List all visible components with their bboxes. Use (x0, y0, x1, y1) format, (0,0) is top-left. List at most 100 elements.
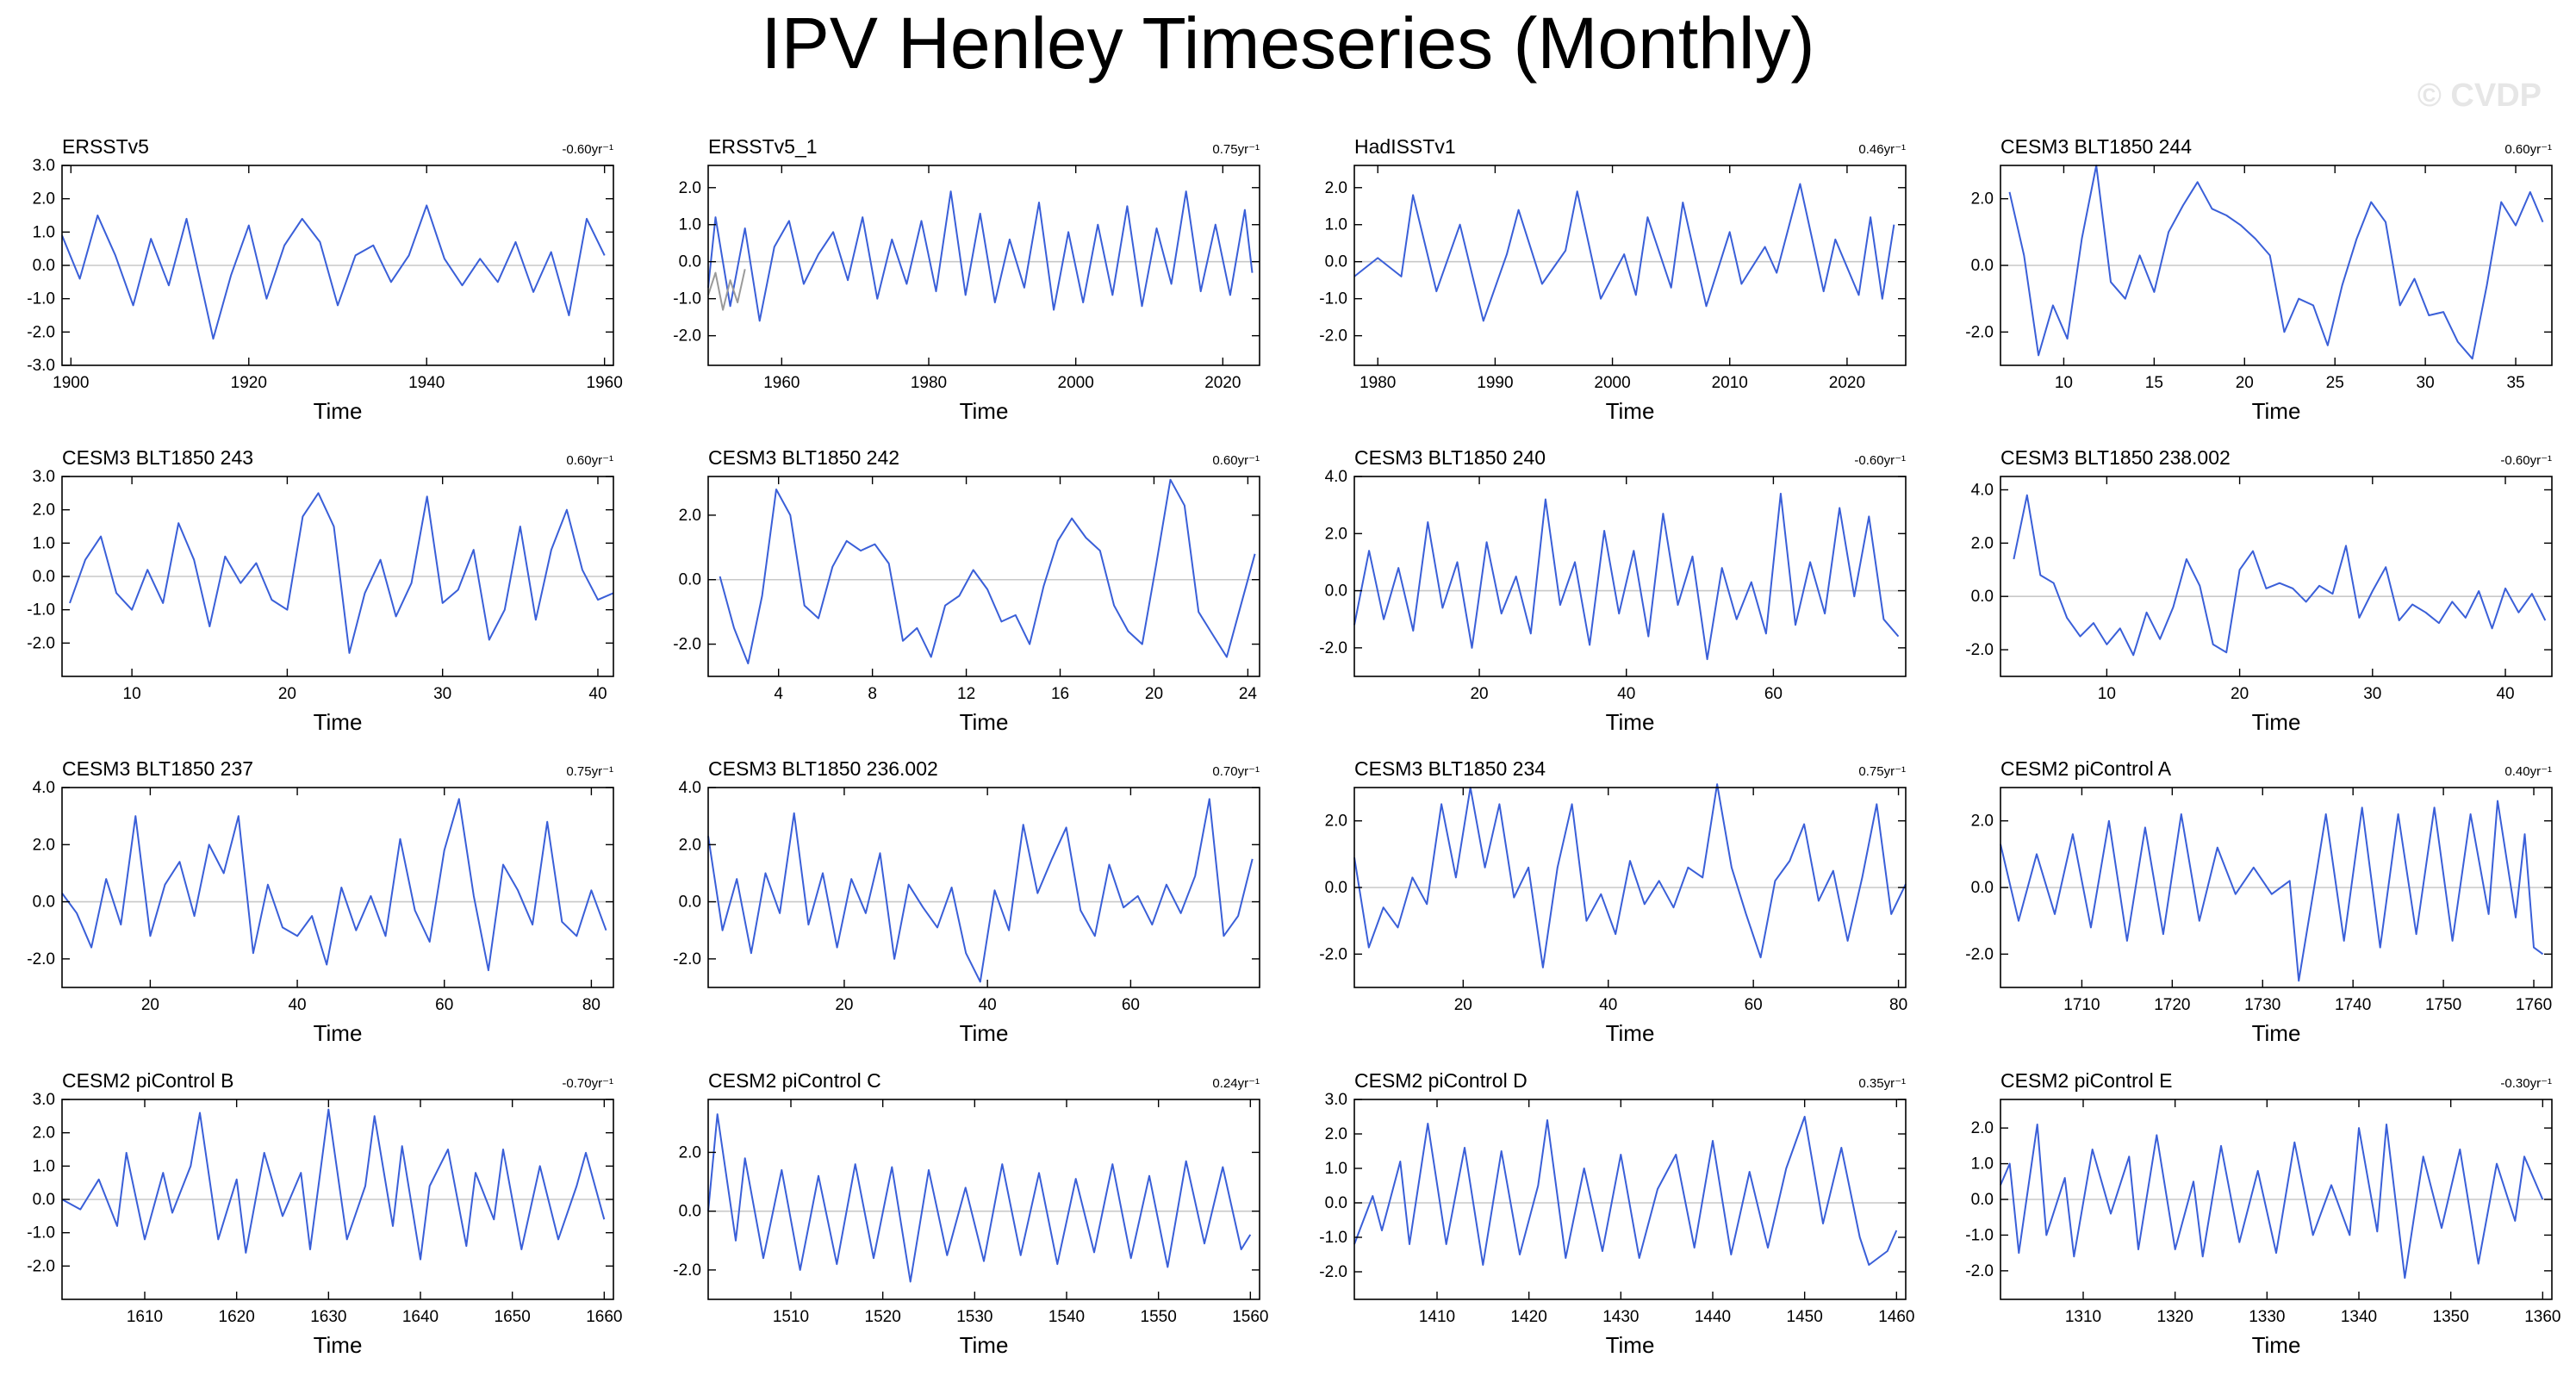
series-line (2013, 494, 2547, 657)
x-tick-label: 1750 (2425, 996, 2461, 1014)
y-tick-label: 2.0 (1971, 1119, 1994, 1137)
panel-title: CESM3 BLT1850 243 (62, 446, 253, 469)
y-tick-label: 0.0 (679, 1203, 701, 1221)
chart-panel: CESM3 BLT1850 242 0.60yr⁻¹ -2.0 0.0 2.0 4 8 12 1… (673, 446, 1260, 735)
x-tick-label: 1740 (2335, 996, 2371, 1014)
x-tick-label: 10 (2098, 685, 2116, 703)
y-tick-label: 2.0 (1971, 534, 1994, 552)
watermark: © CVDP (2417, 78, 2542, 114)
chart-panel: CESM3 BLT1850 240 -0.60yr⁻¹ -2.0 0.0 2.0 4.0 2… (1319, 446, 1907, 735)
x-tick-label: 1710 (2063, 996, 2100, 1014)
y-tick-label: 3.0 (33, 157, 55, 175)
plot-frame (1353, 1099, 1907, 1300)
series-line (2000, 800, 2544, 982)
x-tick-label: 40 (2496, 685, 2514, 703)
y-tick-label: 3.0 (33, 1091, 55, 1109)
x-tick-label: 1620 (219, 1308, 255, 1326)
x-tick-label: 20 (835, 996, 853, 1014)
x-axis-label: Time (1606, 398, 1655, 424)
x-tick-label: 40 (979, 996, 997, 1014)
panel-title: CESM3 BLT1850 237 (62, 757, 253, 780)
x-axis-label: Time (2252, 709, 2301, 735)
x-tick-label: 1640 (402, 1308, 439, 1326)
x-tick-label: 1720 (2154, 996, 2190, 1014)
y-tick-label: 0.0 (33, 257, 55, 275)
x-tick-label: 1630 (310, 1308, 346, 1326)
x-tick-label: 1450 (1787, 1308, 1823, 1326)
plot-frame (707, 476, 1260, 677)
chart-panel: CESM3 BLT1850 237 0.75yr⁻¹ -2.0 0.0 2.0 4.0 20… (27, 757, 614, 1046)
y-tick-label: -2.0 (1965, 323, 1994, 341)
plot-frame (707, 1099, 1260, 1300)
x-tick-label: 35 (2506, 374, 2524, 392)
x-tick-label: 2020 (1829, 374, 1865, 392)
series-line (707, 190, 1254, 322)
plot-frame (2000, 476, 2553, 677)
x-tick-label: 1610 (127, 1308, 163, 1326)
x-tick-label: 40 (588, 685, 607, 703)
y-tick-label: 0.0 (679, 894, 701, 912)
panel-trend: 0.70yr⁻¹ (1212, 764, 1260, 779)
x-axis-label: Time (2252, 1332, 2301, 1358)
x-tick-label: 1960 (587, 374, 623, 392)
x-tick-label: 40 (288, 996, 306, 1014)
plot-frame (1353, 476, 1907, 677)
series-line (61, 204, 606, 340)
x-tick-label: 1900 (53, 374, 89, 392)
y-tick-label: 0.0 (1971, 588, 1994, 606)
plot-frame (707, 787, 1260, 988)
y-tick-label: -2.0 (27, 1257, 55, 1275)
x-tick-label: 2010 (1712, 374, 1748, 392)
series-line-secondary (707, 269, 746, 311)
panel-title: CESM3 BLT1850 240 (1354, 446, 1546, 469)
y-tick-label: 2.0 (679, 1143, 701, 1161)
chart-panel: ERSSTv5_1 0.75yr⁻¹ -2.0 -1.0 0.0 1.0 2.0 1960 19… (673, 135, 1260, 424)
x-axis-label: Time (960, 709, 1009, 735)
series-line (61, 1108, 606, 1261)
panel-trend: 0.75yr⁻¹ (1212, 142, 1260, 157)
y-tick-label: 2.0 (33, 1124, 55, 1143)
y-tick-label: 0.0 (1325, 582, 1347, 601)
x-axis-label: Time (314, 709, 363, 735)
y-tick-label: 2.0 (33, 836, 55, 854)
x-axis-label: Time (960, 398, 1009, 424)
chart-panel: CESM3 BLT1850 236.002 0.70yr⁻¹ -2.0 0.0 2.0 4… (673, 757, 1260, 1046)
x-tick-label: 1560 (1232, 1308, 1268, 1326)
x-tick-label: 1760 (2516, 996, 2552, 1014)
y-tick-label: 0.0 (33, 1191, 55, 1209)
chart-panel: HadISSTv1 0.46yr⁻¹ -2.0 -1.0 0.0 1.0 2.0 1980 19… (1319, 135, 1907, 424)
y-tick-label: -2.0 (1319, 639, 1347, 657)
panel-title: CESM2 piControl D (1354, 1069, 1528, 1092)
y-tick-label: 2.0 (679, 507, 701, 525)
panel-trend: 0.75yr⁻¹ (566, 764, 613, 779)
panel-title: ERSSTv5_1 (708, 135, 818, 158)
chart-panel: CESM3 BLT1850 238.002 -0.60yr⁻¹ -2.0 0.0 2.0… (1965, 446, 2553, 735)
x-tick-label: 1940 (408, 374, 445, 392)
x-tick-label: 15 (2145, 374, 2163, 392)
x-tick-label: 20 (1145, 685, 1163, 703)
y-tick-label: 2.0 (1325, 813, 1347, 831)
panel-title: CESM3 BLT1850 242 (708, 446, 899, 469)
x-tick-label: 30 (2417, 374, 2435, 392)
chart-panel: CESM2 piControl E -0.30yr⁻¹ -2.0 -1.0 0.0 1.0… (1965, 1069, 2560, 1358)
x-tick-label: 1410 (1419, 1308, 1455, 1326)
y-tick-label: 1.0 (1971, 1155, 1994, 1174)
x-tick-label: 60 (1122, 996, 1140, 1014)
x-tick-label: 1510 (773, 1308, 809, 1326)
plot-frame (61, 787, 614, 988)
series-line (1353, 1116, 1898, 1266)
y-tick-label: -2.0 (673, 327, 701, 346)
y-tick-label: 4.0 (1325, 468, 1347, 486)
y-tick-label: 2.0 (679, 836, 701, 854)
y-tick-label: 2.0 (33, 190, 55, 209)
y-tick-label: 0.0 (679, 571, 701, 589)
x-axis-label: Time (314, 1332, 363, 1358)
x-tick-label: 60 (1745, 996, 1763, 1014)
chart-panel: CESM2 piControl D 0.35yr⁻¹ -2.0 -1.0 0.0 1.0 2… (1319, 1069, 1914, 1358)
x-tick-label: 30 (433, 685, 451, 703)
x-tick-label: 12 (957, 685, 975, 703)
y-tick-label: 2.0 (1325, 525, 1347, 543)
panel-title: CESM3 BLT1850 234 (1354, 757, 1546, 780)
y-tick-label: 0.0 (33, 894, 55, 912)
